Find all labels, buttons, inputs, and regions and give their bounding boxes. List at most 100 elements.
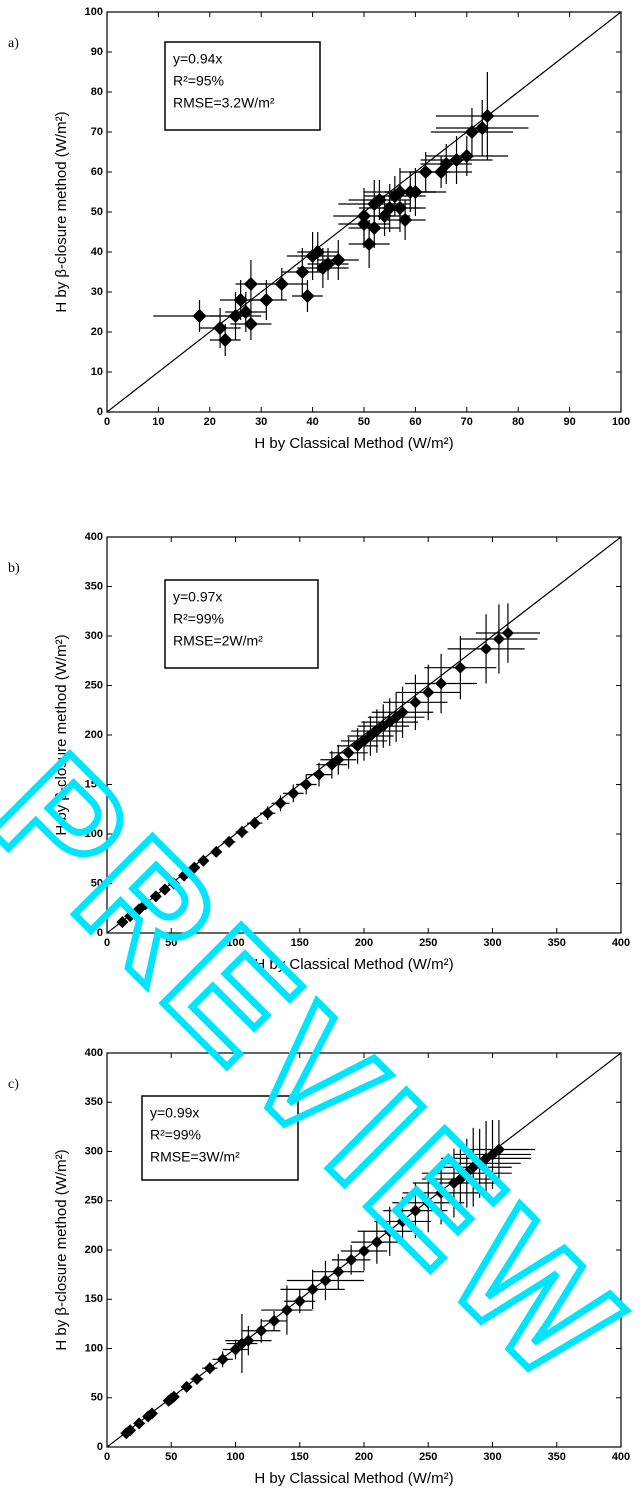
- y-tick-label: 300: [85, 630, 103, 642]
- point: [492, 1143, 505, 1156]
- y-tick-label: 400: [85, 531, 103, 543]
- panel: b) 0 50 100 150 200 250 300 350 400 0 50 100 150 200 25…: [8, 531, 630, 973]
- point: [274, 797, 287, 810]
- y-tick-label: 150: [85, 778, 103, 790]
- y-tick-label: 150: [85, 1293, 103, 1305]
- annotation: RMSE=3W/m²: [150, 1149, 240, 1165]
- x-tick-label: 250: [419, 1451, 437, 1463]
- point: [261, 807, 274, 820]
- y-tick-label: 400: [85, 1047, 103, 1059]
- y-tick-label: 0: [97, 927, 103, 939]
- point: [435, 1186, 448, 1199]
- x-tick-label: 150: [291, 937, 309, 949]
- point: [382, 201, 397, 215]
- panel-label: c): [8, 1077, 19, 1092]
- point: [248, 817, 261, 830]
- point: [409, 696, 422, 709]
- annotation: RMSE=2W/m²: [173, 633, 263, 649]
- x-axis-label: H by Classical Method (W/m²): [254, 435, 453, 452]
- point: [180, 1380, 193, 1393]
- point: [480, 642, 493, 655]
- point: [345, 1253, 358, 1266]
- point: [223, 835, 236, 848]
- point: [492, 632, 505, 645]
- x-tick-label: 0: [104, 937, 110, 949]
- annotation: R²=99%: [173, 611, 224, 627]
- point: [124, 910, 137, 923]
- plots: a) 0 10 20 30 40 50 60 70 80 90 100 0 10 20 30 40 50 60 70 8…: [8, 6, 630, 1487]
- x-tick-label: 250: [419, 937, 437, 949]
- panel-label: b): [8, 561, 20, 576]
- point: [370, 1236, 383, 1249]
- point: [313, 768, 326, 781]
- point: [293, 1295, 306, 1308]
- point: [332, 753, 345, 766]
- plot-area: [107, 12, 621, 412]
- point: [357, 217, 371, 231]
- point: [357, 209, 371, 223]
- annotation: R²=99%: [150, 1127, 201, 1143]
- point: [475, 121, 490, 135]
- point: [396, 1215, 409, 1228]
- point: [228, 309, 243, 323]
- x-tick-label: 10: [152, 416, 164, 428]
- y-tick-label: 0: [97, 1441, 103, 1453]
- panel: c) 0 50 100 150 200 250 300 350 400 0 50 100 150 200 25…: [8, 1047, 630, 1487]
- point: [306, 1283, 319, 1296]
- point: [300, 289, 315, 303]
- point: [300, 778, 313, 791]
- point: [398, 213, 413, 227]
- annotation: y=0.99x: [150, 1105, 199, 1121]
- point: [383, 1225, 396, 1238]
- point: [238, 305, 253, 319]
- x-tick-label: 100: [226, 937, 244, 949]
- point: [133, 1417, 146, 1430]
- point: [287, 787, 300, 800]
- point: [310, 245, 325, 259]
- point: [392, 201, 407, 215]
- point: [362, 237, 377, 251]
- annotation: y=0.97x: [173, 589, 222, 605]
- annotation-box: [141, 1095, 299, 1181]
- x-tick-label: 200: [355, 1451, 373, 1463]
- point: [158, 883, 171, 896]
- y-tick-label: 350: [85, 1096, 103, 1108]
- point: [480, 109, 495, 123]
- x-axis-label: H by Classical Method (W/m²): [254, 1470, 453, 1487]
- point: [210, 845, 223, 858]
- x-tick-label: 150: [291, 1451, 309, 1463]
- y-tick-label: 50: [91, 1392, 103, 1404]
- point: [331, 253, 346, 267]
- x-tick-label: 300: [483, 1451, 501, 1463]
- point: [188, 861, 201, 874]
- x-tick-label: 350: [548, 937, 566, 949]
- y-axis-label: H by β-closure method (W/m²): [53, 111, 70, 312]
- point: [192, 309, 207, 323]
- point: [454, 661, 467, 674]
- point: [178, 869, 191, 882]
- point: [149, 890, 162, 903]
- point: [422, 686, 435, 699]
- y-tick-label: 200: [85, 729, 103, 741]
- point: [321, 257, 336, 271]
- point: [274, 277, 289, 291]
- plot-frame: [106, 536, 622, 934]
- point: [422, 1196, 435, 1209]
- y-tick-label: 350: [85, 580, 103, 592]
- point: [255, 1324, 268, 1337]
- y-tick-label: 40: [91, 246, 103, 258]
- point: [367, 221, 382, 235]
- plot-frame: [106, 1052, 622, 1448]
- plot-area: [107, 1053, 621, 1447]
- y-tick-label: 250: [85, 1195, 103, 1207]
- point: [259, 293, 274, 307]
- y-tick-label: 100: [85, 828, 103, 840]
- point: [243, 277, 258, 291]
- point: [449, 153, 464, 167]
- x-tick-label: 0: [104, 1451, 110, 1463]
- x-tick-label: 50: [165, 1451, 177, 1463]
- point: [116, 916, 129, 929]
- point: [216, 1353, 229, 1366]
- point: [342, 746, 355, 759]
- point: [392, 185, 407, 199]
